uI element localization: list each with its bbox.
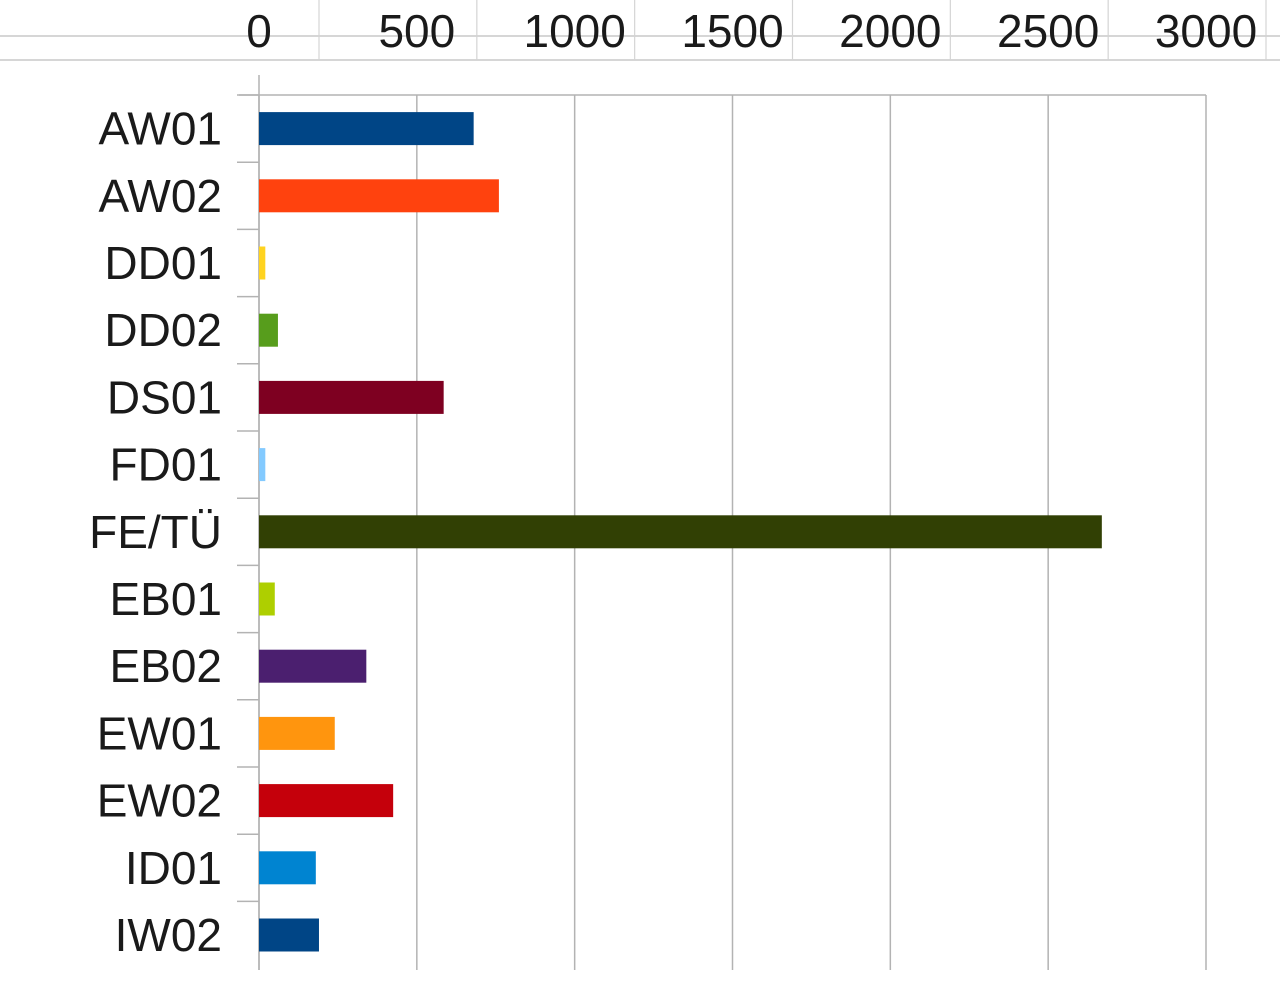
category-label: DD02: [104, 304, 222, 356]
bar: [259, 918, 319, 952]
category-label: EW02: [97, 775, 222, 827]
category-label: DS01: [107, 371, 222, 423]
x-tick-label: 1000: [523, 5, 625, 57]
x-tick-label: 3000: [1155, 5, 1257, 57]
x-tick-label: 2000: [839, 5, 941, 57]
bar: [259, 112, 474, 146]
bar: [259, 313, 278, 347]
x-tick-label: 500: [378, 5, 455, 57]
bars: [259, 112, 1102, 952]
bar: [259, 851, 316, 885]
bar: [259, 380, 444, 414]
bar: [259, 784, 394, 818]
category-label: EW01: [97, 707, 222, 759]
category-label: ID01: [125, 842, 222, 894]
category-label: AW01: [98, 103, 222, 155]
bar: [259, 582, 275, 616]
x-tick-labels: 0 500 1000 1500 2000 2500 3000: [246, 5, 1257, 57]
bar: [259, 179, 499, 213]
x-tick-label: 0: [246, 5, 272, 57]
bar: [259, 649, 367, 683]
bar: [259, 716, 335, 750]
x-tick-label: 2500: [997, 5, 1099, 57]
category-labels: AW01 AW02 DD01 DD02 DS01 FD01 FE/TÜ EB01 EB02 EW0…: [89, 103, 222, 961]
category-label: FD01: [110, 439, 222, 491]
bar: [259, 246, 266, 280]
category-label: FE/TÜ: [89, 506, 222, 558]
bar: [259, 515, 1102, 549]
category-label: EB02: [109, 640, 222, 692]
category-label: IW02: [115, 909, 222, 961]
category-label: EB01: [109, 573, 222, 625]
bar: [259, 448, 266, 482]
category-label: AW02: [98, 170, 222, 222]
category-label: DD01: [104, 237, 222, 289]
x-tick-label: 1500: [681, 5, 783, 57]
